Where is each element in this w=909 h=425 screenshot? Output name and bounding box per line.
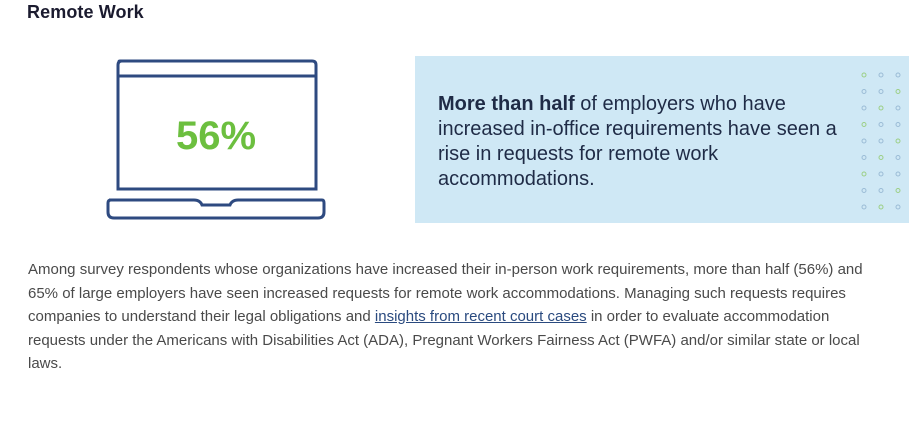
- pattern-dot: [878, 155, 884, 160]
- pattern-dot: [895, 188, 901, 193]
- callout-highlight: More than half: [438, 93, 575, 115]
- pattern-dot: [878, 171, 884, 177]
- pattern-dot: [861, 204, 867, 210]
- pattern-dot: [878, 204, 884, 210]
- pattern-dot: [861, 72, 867, 78]
- section-title: Remote Work: [27, 2, 144, 22]
- pattern-dot: [895, 122, 901, 127]
- pattern-dot: [861, 171, 867, 177]
- pattern-dot: [895, 89, 901, 94]
- callout-box: More than half of employers who have inc…: [415, 56, 909, 223]
- pattern-dot: [895, 171, 901, 177]
- pattern-dot: [861, 122, 867, 127]
- pattern-dot: [878, 89, 884, 94]
- body-text-before-link: Among survey respondents whose organizat…: [28, 261, 863, 325]
- pattern-dot: [878, 72, 884, 78]
- pattern-dot: [861, 89, 867, 94]
- pattern-dot: [895, 204, 901, 210]
- pattern-dot: [861, 138, 867, 144]
- pattern-dot: [878, 105, 884, 111]
- body-paragraph: Among survey respondents whose organizat…: [28, 258, 888, 376]
- stat-value: 56%: [175, 114, 257, 158]
- laptop-outline: [106, 59, 326, 220]
- pattern-dot: [861, 188, 867, 193]
- pattern-dot: [878, 188, 884, 193]
- court-cases-link[interactable]: insights from recent court cases: [374, 308, 587, 325]
- pattern-dot: [878, 122, 884, 127]
- pattern-dot: [895, 138, 901, 144]
- pattern-dot: [861, 155, 867, 160]
- dot-pattern-decoration: [861, 72, 901, 210]
- pattern-dot: [895, 105, 901, 111]
- pattern-dot: [861, 105, 867, 111]
- callout-text: More than half of employers who have inc…: [438, 92, 838, 192]
- callout-body: of employers who have increased in-offic…: [438, 93, 837, 190]
- laptop-icon: 56%: [106, 57, 328, 223]
- pattern-dot: [878, 138, 884, 144]
- pattern-dot: [895, 155, 901, 160]
- body-text-after-link: in order to evaluate accommodation reque…: [28, 308, 860, 372]
- pattern-dot: [895, 72, 901, 78]
